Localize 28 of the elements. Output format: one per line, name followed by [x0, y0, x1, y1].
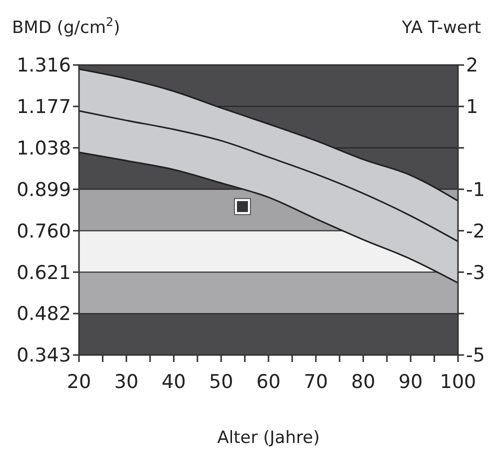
y-tick-label: 1.316 [16, 54, 71, 77]
x-tick-label: 90 [398, 371, 423, 393]
x-tick-label: 80 [351, 371, 376, 393]
x-tick-label: 70 [304, 371, 328, 393]
y2-tick-label: -5 [466, 344, 485, 367]
x-tick-label: 30 [114, 371, 138, 393]
x-tick-label: 40 [162, 371, 186, 393]
y-tick-label: 0.482 [16, 303, 71, 326]
y2-tick-label: -3 [466, 262, 485, 284]
line-series [78, 110, 459, 242]
y2-tick-label: 1 [466, 96, 478, 118]
y-tick-label: 0.899 [16, 178, 71, 201]
y2-tick-label: -2 [466, 220, 485, 242]
x-tick-label: 60 [256, 371, 281, 393]
y2-tick-label: 2 [466, 54, 478, 77]
y-tick-label: 0.343 [16, 344, 71, 367]
line-series [78, 152, 459, 284]
y-tick-label: 0.760 [16, 220, 71, 242]
y-tick-label: 0.621 [16, 262, 71, 284]
x-tick-label: 20 [66, 371, 92, 393]
x-tick-label: 50 [209, 371, 234, 393]
y-tick-label: 1.038 [16, 138, 71, 160]
x-tick-label: 100 [440, 371, 476, 393]
y2-axis-title: YA T-wert [400, 18, 482, 38]
y-tick-label: 1.177 [16, 96, 71, 118]
y-axis-title: BMD (g/cm$^{2}$) [12, 15, 120, 38]
y2-tick-label: -1 [466, 178, 485, 201]
x-axis-title: Alter (Jahre) [217, 428, 320, 448]
